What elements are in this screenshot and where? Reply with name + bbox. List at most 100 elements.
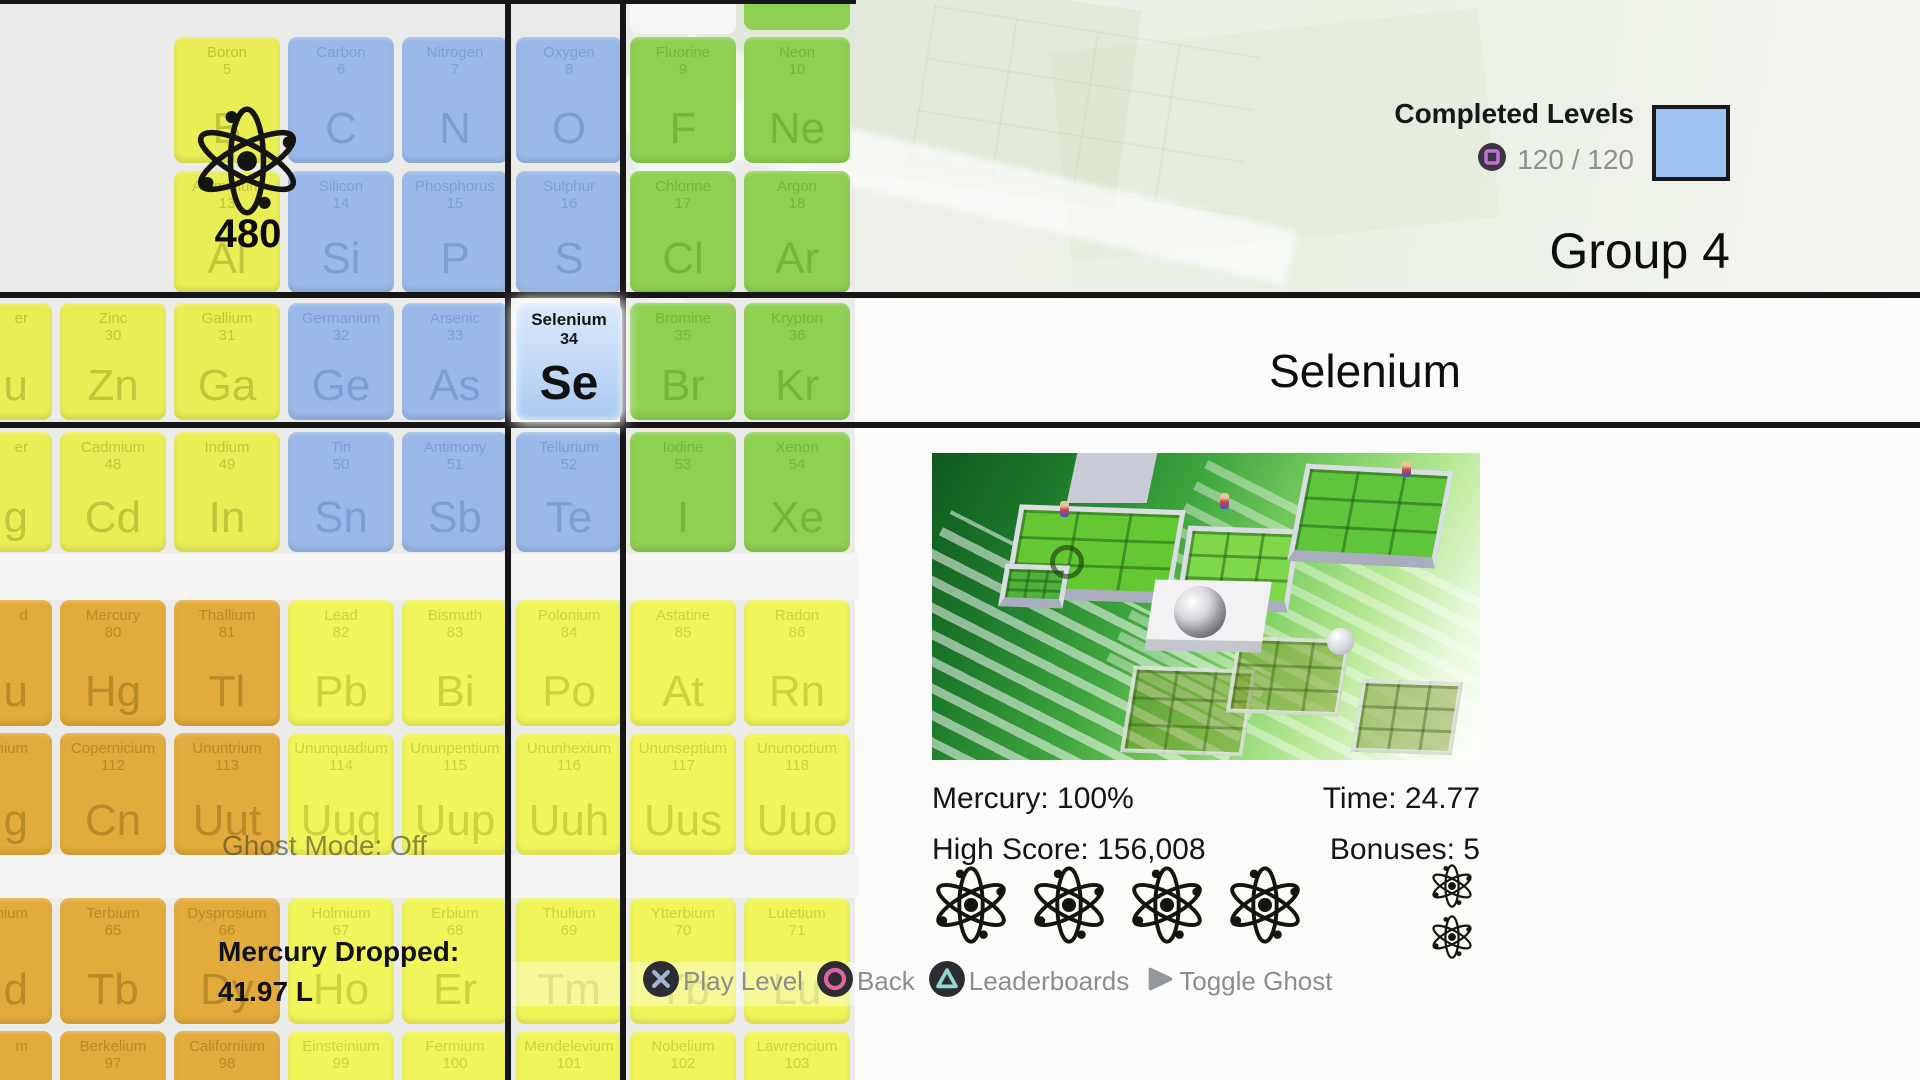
element-tile-ne[interactable]: Neon 10 Ne: [744, 37, 850, 163]
tile-name: Argon: [776, 178, 818, 195]
element-tile-ga[interactable]: Gallium 31 Ga: [174, 303, 280, 420]
tile-name: Terbium: [86, 905, 140, 922]
tile-num: 8: [564, 61, 574, 79]
element-tile-in[interactable]: Indium 49 In: [174, 432, 280, 552]
tile-name: Ununhexium: [526, 740, 612, 757]
element-tile-es[interactable]: Einsteinium99Es: [288, 1031, 394, 1080]
tile-num: 65: [104, 922, 122, 940]
tile-name: Lead: [324, 607, 358, 624]
tile-num: 100: [442, 1055, 468, 1073]
tile-name: Copernicium: [70, 740, 156, 757]
element-tile-p[interactable]: Phosphorus 15 P: [402, 171, 508, 293]
element-tile-lu[interactable]: Lutetium 71 Lu: [744, 898, 850, 1024]
element-tile-at[interactable]: Astatine 85 At: [630, 600, 736, 726]
hint-back[interactable]: Back: [816, 960, 915, 1003]
atom-cursor-icon[interactable]: [192, 106, 302, 221]
element-tile-uuo[interactable]: Ununoctium 118 Uuo: [744, 733, 850, 855]
tile-sym: Tl: [208, 667, 246, 716]
element-tile-g[interactable]: enium g: [0, 733, 52, 855]
hint-toggle-ghost[interactable]: Toggle Ghost: [1142, 962, 1332, 1001]
tile-num: 115: [443, 757, 467, 775]
element-tile-tm[interactable]: Thulium 69 Tm: [516, 898, 622, 1024]
tile-sym: Xe: [770, 493, 824, 542]
tile-num: 101: [556, 1055, 582, 1073]
element-tile-i[interactable]: Iodine 53 I: [630, 432, 736, 552]
element-tile-as[interactable]: Arsenic 33 As: [402, 303, 508, 420]
element-tile-uut[interactable]: Ununtrium 113 Uut: [174, 733, 280, 855]
element-tile-zn[interactable]: Zinc 30 Zn: [60, 303, 166, 420]
element-tile-ar[interactable]: Argon 18 Ar: [744, 171, 850, 293]
tile-num: 116: [557, 757, 581, 775]
element-tile-te[interactable]: Tellurium 52 Te: [516, 432, 622, 552]
element-tile-rn[interactable]: Radon 86 Rn: [744, 600, 850, 726]
element-tile-br[interactable]: Bromine 35 Br: [630, 303, 736, 420]
atom-icon: [1230, 866, 1300, 944]
tile-sym: Uus: [643, 796, 723, 845]
hint-play-level[interactable]: Play Level: [642, 960, 803, 1003]
element-tile-kr[interactable]: Krypton 36 Kr: [744, 303, 850, 420]
element-tile-lr[interactable]: Lawrencium103Lr: [744, 1031, 850, 1080]
tile-sym: Ne: [768, 104, 826, 153]
tile-num: 117: [671, 757, 695, 775]
element-tile-d[interactable]: nium d: [0, 898, 52, 1024]
tile-num: 118: [785, 757, 809, 775]
element-tile-s[interactable]: Sulphur 16 S: [516, 171, 622, 293]
element-tile-si[interactable]: Silicon 14 Si: [288, 171, 394, 293]
element-tile-f[interactable]: Fluorine 9 F: [630, 37, 736, 163]
element-tile-o[interactable]: Oxygen 8 O: [516, 37, 622, 163]
tile-sym: Cd: [84, 493, 142, 542]
preview-checkpoint-wheel: [1050, 545, 1084, 579]
atom-rating-icon-small: [1430, 864, 1474, 913]
element-tile-hg[interactable]: Mercury 80 Hg: [60, 600, 166, 726]
element-tile-po[interactable]: Polonium 84 Po: [516, 600, 622, 726]
element-tile-cf[interactable]: Californium98Cf: [174, 1031, 280, 1080]
element-tile-uuh[interactable]: Ununhexium 116 Uuh: [516, 733, 622, 855]
element-tile-uuq[interactable]: Ununquadium 114 Uuq: [288, 733, 394, 855]
tile-name: Mercury: [85, 607, 141, 624]
element-tile-g[interactable]: er g: [0, 432, 52, 552]
tile-sym: Tb: [87, 965, 139, 1014]
element-tile-pb[interactable]: Lead 82 Pb: [288, 600, 394, 726]
element-tile-uus[interactable]: Ununseptium 117 Uus: [630, 733, 736, 855]
element-tile-yb[interactable]: Ytterbium 70 Yb: [630, 898, 736, 1024]
stat-mercury: Mercury: 100%: [932, 782, 1134, 815]
element-tile-sn[interactable]: Tin 50 Sn: [288, 432, 394, 552]
element-tile-n[interactable]: Nitrogen 7 N: [402, 37, 508, 163]
tile-sym: Kr: [775, 361, 819, 410]
element-tile-cd[interactable]: Cadmium 48 Cd: [60, 432, 166, 552]
tile-name: Selenium: [531, 310, 607, 329]
element-tile-m[interactable]: m: [0, 1031, 52, 1080]
hint-bar-band: [505, 962, 1920, 1006]
element-tile-se[interactable]: Selenium 34 Se: [516, 303, 622, 420]
hint-leaderboards[interactable]: Leaderboards: [928, 960, 1129, 1003]
element-tile-xe[interactable]: Xenon 54 Xe: [744, 432, 850, 552]
element-tile-ge[interactable]: Germanium 32 Ge: [288, 303, 394, 420]
element-tile-c[interactable]: Carbon 6 C: [288, 37, 394, 163]
element-tile-fm[interactable]: Fermium100Fm: [402, 1031, 508, 1080]
element-tile-bi[interactable]: Bismuth 83 Bi: [402, 600, 508, 726]
element-tile-tl[interactable]: Thallium 81 Tl: [174, 600, 280, 726]
tile-sym: Ar: [775, 234, 819, 283]
tile-num: 31: [218, 327, 236, 345]
element-tile-ho[interactable]: Holmium 67 Ho: [288, 898, 394, 1024]
preview-atom-orb: [1327, 628, 1354, 655]
tile-num: 103: [784, 1055, 810, 1073]
element-tile-sb[interactable]: Antimony 51 Sb: [402, 432, 508, 552]
element-tile-u[interactable]: er u: [0, 303, 52, 420]
group-color-swatch: [1652, 105, 1730, 181]
tile-name: Bromine: [655, 310, 711, 327]
element-tile-tb[interactable]: Terbium 65 Tb: [60, 898, 166, 1024]
grid-top-line: [0, 0, 856, 4]
element-tile-md[interactable]: Mendelevium101Md: [516, 1031, 622, 1080]
element-tile-dy[interactable]: Dysprosium 66 Dy: [174, 898, 280, 1024]
element-tile-er[interactable]: Erbium 68 Er: [402, 898, 508, 1024]
element-tile-no[interactable]: Nobelium102No: [630, 1031, 736, 1080]
element-tile-cn[interactable]: Copernicium 112 Cn: [60, 733, 166, 855]
tile-name: er: [14, 310, 28, 327]
element-tile-bk[interactable]: Berkelium97Bk: [60, 1031, 166, 1080]
tile-num: 66: [218, 922, 236, 940]
tile-name: Ununoctium: [756, 740, 838, 757]
element-tile-cl[interactable]: Chlorine 17 Cl: [630, 171, 736, 293]
element-tile-uup[interactable]: Ununpentium 115 Uup: [402, 733, 508, 855]
